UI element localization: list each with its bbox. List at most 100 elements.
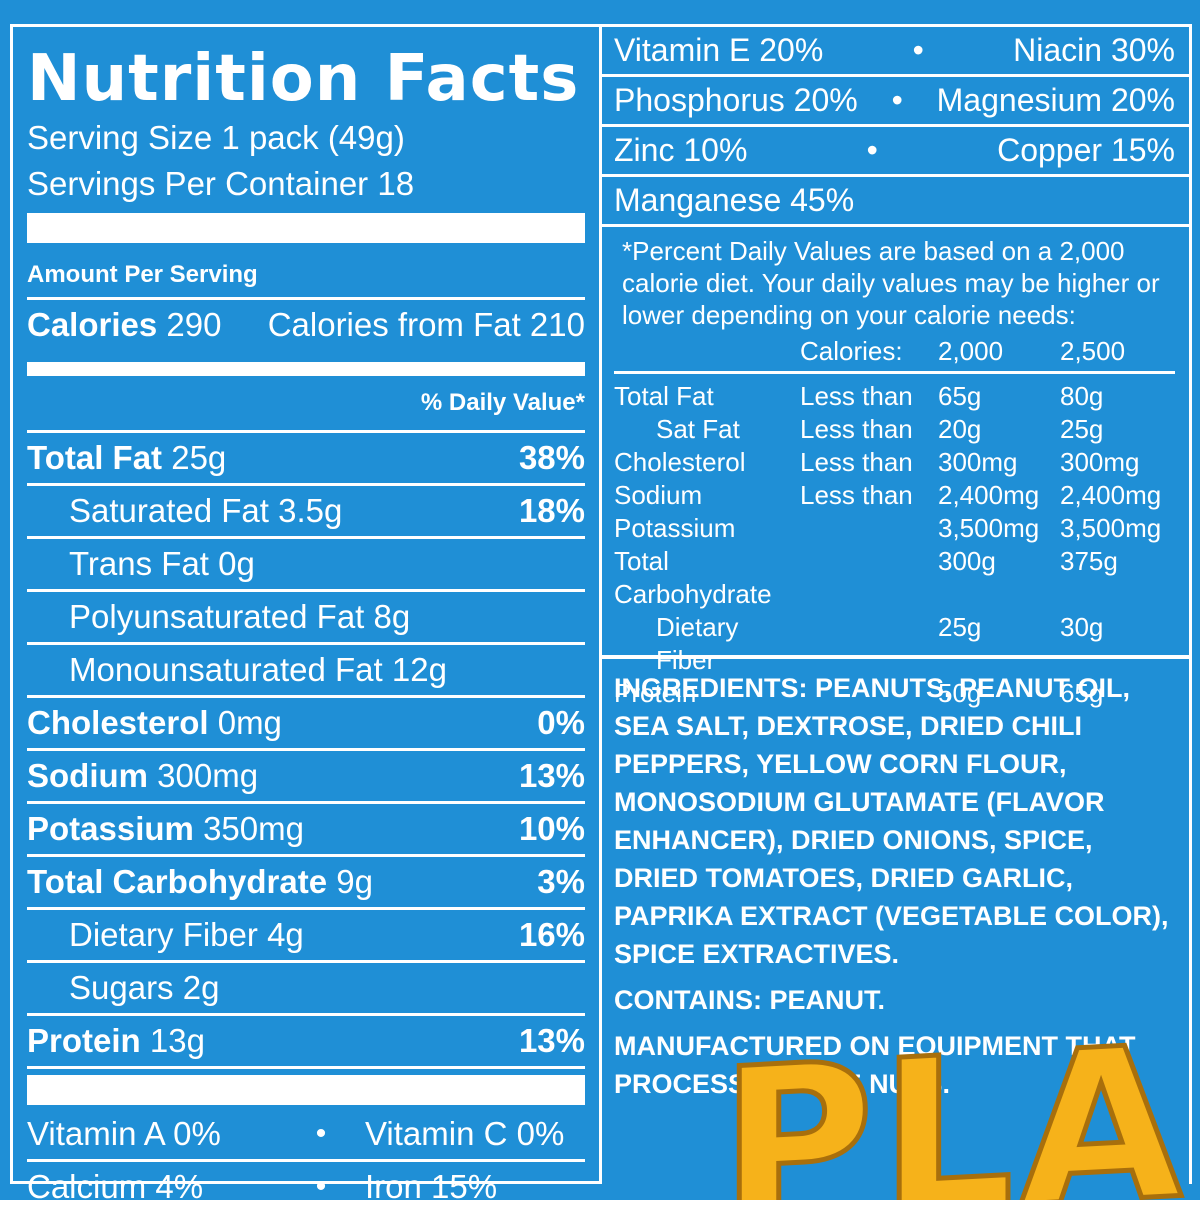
brand-wordmark: PLANT [720, 1030, 1200, 1200]
dv-cell-name: Total Carbohydrate [614, 546, 772, 609]
dv-cell-v1: 20g [938, 414, 982, 444]
nutrient-label: Polyunsaturated Fat 8g [27, 598, 410, 636]
ingredients-section: INGREDIENTS: PEANUTS, PEANUT OIL, SEA SA… [602, 655, 1189, 1111]
dv-cell-name: Cholesterol [614, 447, 746, 477]
dv-table-row: Sodium Less than 2,400mg 2,400mg [614, 479, 1175, 512]
nutrient-name: Cholesterol [27, 704, 209, 741]
nutrient-row: Trans Fat 0g [27, 539, 585, 592]
bullet-separator: • [866, 132, 878, 168]
vitamin-left: Zinc 10% [614, 132, 748, 168]
dv-cell-v1: 50g [938, 678, 982, 708]
calories-from-fat: Calories from Fat 210 [267, 306, 585, 343]
nutrient-daily-value: 10% [518, 810, 585, 847]
nutrient-name: Polyunsaturated Fat [69, 598, 365, 635]
bullet-separator: • [912, 32, 924, 68]
dv-table-row: Protein 50g 65g [614, 677, 1175, 710]
bullet-separator: • [315, 1117, 327, 1150]
dv-cell-v1: 65g [938, 381, 982, 411]
nutrient-daily-value: 3% [537, 863, 585, 900]
calories-row: Calories 290 Calories from Fat 210 [27, 297, 585, 350]
nutrient-name: Trans Fat [69, 545, 209, 582]
vitamin-right: Copper 15% [997, 132, 1175, 168]
nutrient-label: Sodium 300mg [27, 757, 258, 795]
dv-cell-qual [800, 512, 938, 545]
vitamin-left: Vitamin E 20% [614, 32, 824, 68]
dv-table-rows: Total Fat Less than 65g 80g Sat Fat Less than… [614, 380, 1175, 710]
ingredients-text: INGREDIENTS: PEANUTS, PEANUT OIL, SEA SA… [614, 673, 1169, 969]
nutrient-name: Total Fat [27, 439, 163, 476]
manufacturing-note: MANUFACTURED ON EQUIPMENT THAT PROCESSES… [614, 1031, 1136, 1099]
dv-table-row: Potassium 3,500mg 3,500mg [614, 512, 1175, 545]
nutrient-amount: 350mg [203, 810, 304, 847]
right-vitamin-row: Vitamin E 20% • Niacin 30% [602, 27, 1189, 77]
nutrient-amount: 300mg [157, 757, 259, 794]
right-vitamin-row: Manganese 45% [602, 177, 1189, 227]
nutrient-list: Total Fat 25g 38% Saturated Fat 3.5g 18% Tra… [27, 433, 585, 1069]
nutrient-row: Polyunsaturated Fat 8g [27, 592, 585, 645]
dv-table-row: Total Fat Less than 65g 80g [614, 380, 1175, 413]
dv-cell-qual: Less than [800, 414, 913, 444]
nutrient-label: Total Carbohydrate 9g [27, 863, 373, 901]
dv-cell-v2: 300mg [1060, 447, 1140, 477]
bullet-separator: • [315, 1170, 327, 1203]
dv-table-header: Calories: 2,000 2,500 [614, 331, 1175, 374]
nutrient-daily-value: 13% [518, 757, 585, 794]
amount-per-serving: Amount Per Serving [27, 261, 258, 288]
nutrition-title: Nutrition Facts [27, 42, 580, 116]
vitamin-left: Vitamin A 0% [27, 1115, 221, 1152]
vitamin-left: Manganese 45% [614, 182, 855, 218]
dv-cell-name: Potassium [614, 513, 736, 543]
dv-cell-name: Protein [614, 678, 697, 708]
vitamin-list: Vitamin A 0% • Vitamin C 0% Calcium 4% • Iron… [27, 1109, 585, 1212]
dv-table-col1: 2,000 [938, 336, 1004, 366]
dv-cell-name: Sodium [614, 480, 703, 510]
vitamin-left: Phosphorus 20% [614, 82, 858, 118]
right-vitamin-row: Phosphorus 20% • Magnesium 20% [602, 77, 1189, 127]
daily-value-header: % Daily Value* [27, 376, 585, 433]
nutrient-label: Protein 13g [27, 1022, 205, 1060]
allergen-contains: CONTAINS: PEANUT. [614, 985, 886, 1015]
nutrient-label: Monounsaturated Fat 12g [27, 651, 447, 689]
nutrient-row: Saturated Fat 3.5g 18% [27, 486, 585, 539]
dv-cell-qual: Less than [800, 480, 913, 510]
calories-label: Calories [27, 306, 158, 343]
nutrient-daily-value: 38% [518, 439, 585, 476]
dv-cell-v1: 2,400mg [938, 480, 1040, 510]
daily-value-footnote: *Percent Daily Values are based on a 2,0… [622, 236, 1160, 330]
dv-cell-v2: 30g [1060, 612, 1104, 642]
vitamin-right: Niacin 30% [1013, 32, 1175, 68]
dv-cell-qual: Less than [800, 381, 913, 411]
nutrient-amount: 0mg [217, 704, 282, 741]
dv-table-row: Dietary Fiber 25g 30g [614, 611, 1175, 677]
nutrient-label: Cholesterol 0mg [27, 704, 282, 742]
dv-cell-v2: 3,500mg [1060, 513, 1162, 543]
nutrient-amount: 25g [171, 439, 227, 476]
nutrient-amount: 2g [182, 969, 220, 1006]
nutrient-name: Total Carbohydrate [27, 863, 328, 900]
nutrient-name: Sodium [27, 757, 148, 794]
nutrient-name: Dietary Fiber [69, 916, 258, 953]
nutrient-row: Sodium 300mg 13% [27, 751, 585, 804]
nutrient-amount: 13g [149, 1022, 205, 1059]
right-vitamin-row: Zinc 10% • Copper 15% [602, 127, 1189, 177]
vitamin-right: Vitamin C 0% [364, 1115, 565, 1152]
nutrient-daily-value: 13% [518, 1022, 585, 1059]
nutrient-amount: 4g [267, 916, 304, 953]
dv-cell-v1: 300g [938, 546, 996, 576]
calories-wrap: Calories 290 [27, 306, 221, 344]
dv-cell-name: Sat Fat [656, 414, 740, 444]
dv-cell-name: Total Fat [614, 381, 714, 411]
brand-logo: PLANT [720, 1030, 1200, 1200]
divider-medium [27, 362, 585, 376]
dv-table-calories-label: Calories: [800, 336, 903, 366]
right-vitamin-list: Vitamin E 20% • Niacin 30% Phosphorus 20% • M… [602, 27, 1189, 227]
nutrient-label: Trans Fat 0g [27, 545, 255, 583]
nutrient-row: Cholesterol 0mg 0% [27, 698, 585, 751]
right-panel: Vitamin E 20% • Niacin 30% Phosphorus 20% • M… [602, 24, 1192, 1184]
divider-thick [27, 213, 585, 243]
nutrient-row: Dietary Fiber 4g 16% [27, 910, 585, 963]
dv-cell-v2: 2,400mg [1060, 480, 1162, 510]
calories-value: 290 [166, 306, 222, 343]
dv-cell-qual [800, 545, 938, 611]
vitamin-right: Magnesium 20% [936, 82, 1175, 118]
